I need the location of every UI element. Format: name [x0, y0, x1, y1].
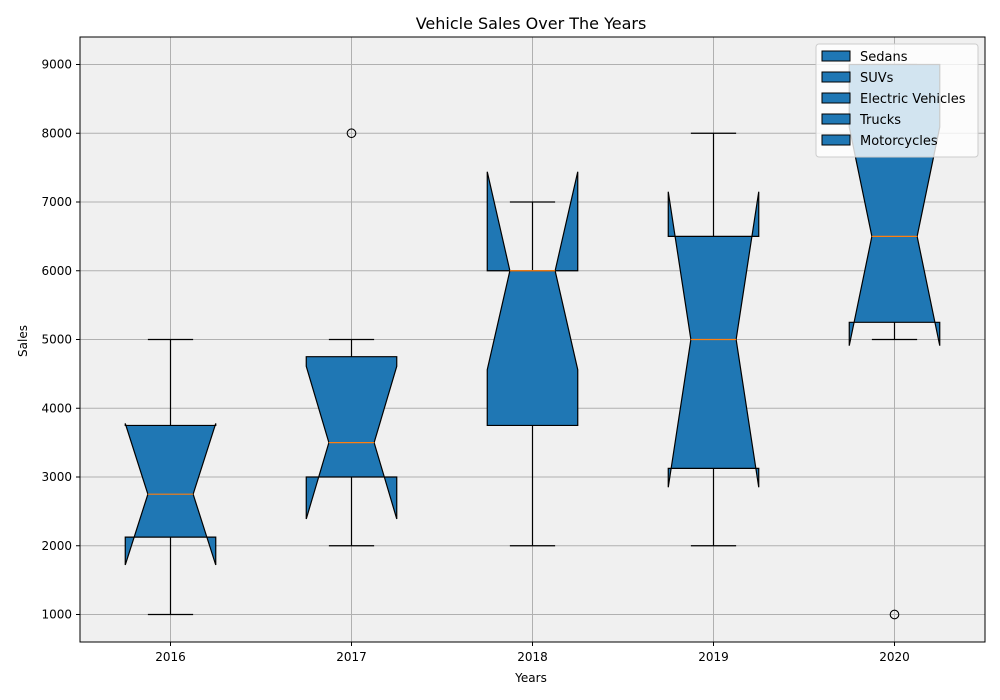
x-tick-label: 2020: [879, 650, 910, 664]
legend-swatch: [821, 50, 851, 62]
legend-label: SUVs: [860, 71, 894, 86]
x-tick-label: 2018: [517, 650, 548, 664]
y-tick-label: 2000: [41, 539, 72, 553]
y-tick-label: 9000: [41, 58, 72, 72]
legend-frame: [815, 43, 979, 158]
y-tick-label: 8000: [41, 126, 72, 140]
y-axis-title: Sales: [16, 325, 30, 357]
x-tick-label: 2019: [698, 650, 729, 664]
y-tick-label: 5000: [41, 333, 72, 347]
x-tick-label: 2017: [336, 650, 367, 664]
y-tick-label: 1000: [41, 608, 72, 622]
y-tick-label: 4000: [41, 401, 72, 415]
legend-label: Sedans: [860, 50, 908, 65]
x-axis-title: Years: [514, 671, 547, 685]
chart-title: Vehicle Sales Over The Years: [416, 14, 647, 33]
box-2019: [667, 132, 760, 547]
legend-swatch: [821, 92, 851, 104]
box-2018: [486, 171, 579, 547]
outlier-point: [889, 609, 900, 620]
legend-swatch: [821, 71, 851, 83]
box-2016: [124, 338, 217, 616]
legend-label: Electric Vehicles: [860, 92, 966, 107]
box-body: [305, 356, 398, 520]
box-body: [486, 171, 579, 427]
y-tick-label: 7000: [41, 195, 72, 209]
x-tick-label: 2016: [155, 650, 186, 664]
box-2017: [305, 128, 398, 547]
outlier-point: [346, 128, 357, 139]
legend-swatch: [821, 134, 851, 146]
legend: Sedans SUVs Electric Vehicles Trucks Motorcy…: [815, 43, 979, 158]
y-tick-label: 3000: [41, 470, 72, 484]
y-tick-label: 6000: [41, 264, 72, 278]
legend-label: Trucks: [859, 113, 901, 128]
legend-label: Motorcycles: [860, 134, 938, 149]
legend-swatch: [821, 113, 851, 125]
